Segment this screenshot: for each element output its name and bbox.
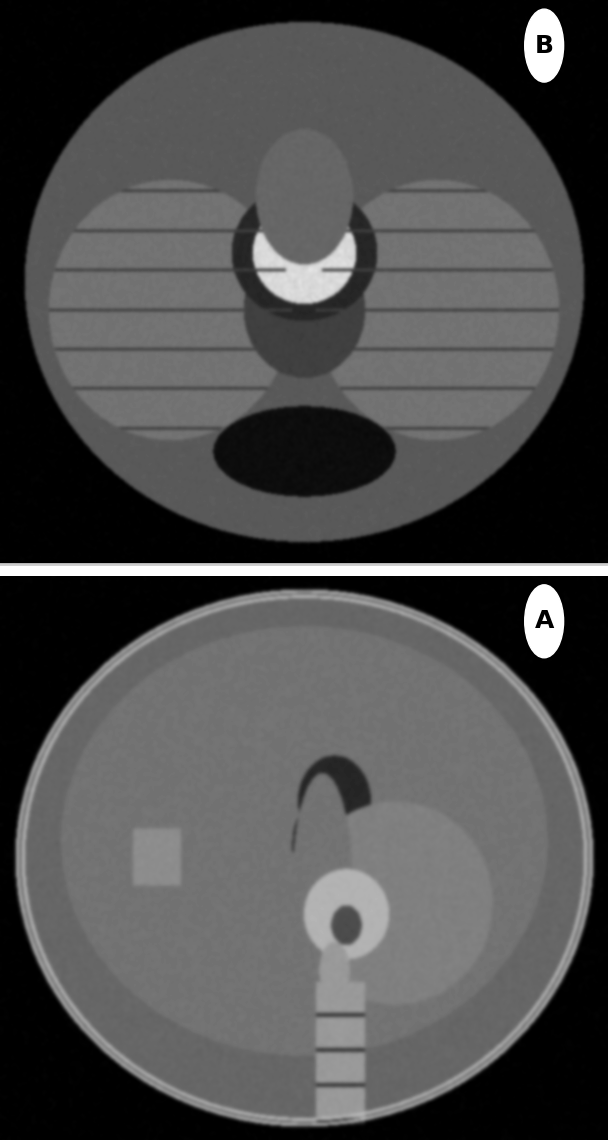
Text: B: B — [534, 33, 554, 58]
Text: A: A — [534, 609, 554, 634]
